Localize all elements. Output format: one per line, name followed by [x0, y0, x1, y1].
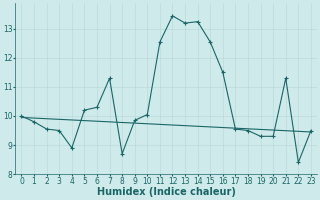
X-axis label: Humidex (Indice chaleur): Humidex (Indice chaleur) — [97, 187, 236, 197]
